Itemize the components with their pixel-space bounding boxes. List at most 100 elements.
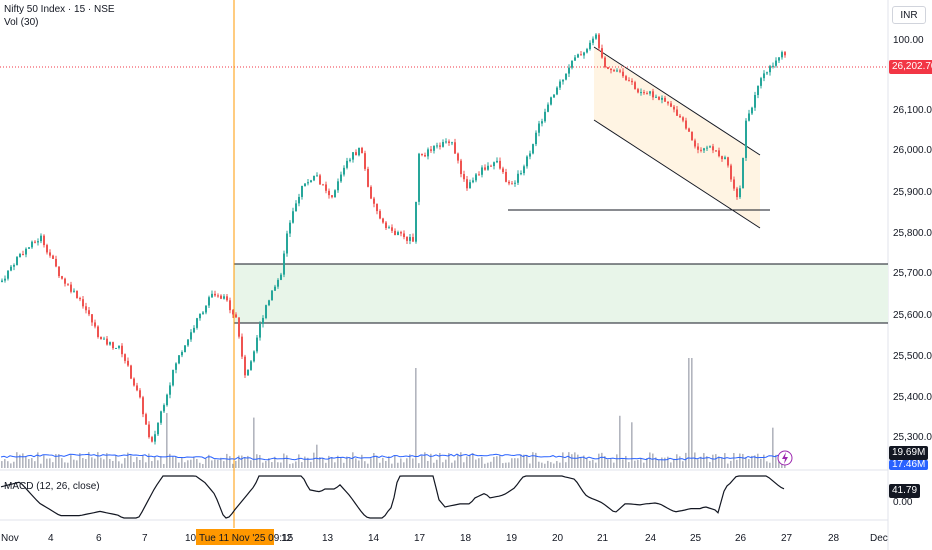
lightning-icon[interactable]	[777, 450, 793, 466]
candle	[487, 165, 489, 170]
volume-bar	[31, 458, 33, 468]
candle	[400, 232, 402, 234]
candle	[706, 147, 708, 149]
volume-bar	[283, 453, 285, 468]
candle	[337, 181, 339, 191]
candle	[106, 338, 108, 345]
candle	[124, 354, 126, 361]
volume-bar	[688, 358, 690, 468]
candle	[280, 274, 282, 280]
volume-bar	[160, 456, 162, 468]
volume-bar	[277, 462, 279, 468]
candle	[745, 120, 747, 158]
candle	[265, 305, 267, 318]
volume-bar	[547, 460, 549, 468]
volume-bar	[697, 459, 699, 468]
candle	[631, 80, 633, 83]
volume-bar	[445, 459, 447, 468]
candle	[241, 336, 243, 357]
volume-bar	[739, 453, 741, 468]
volume-bar	[136, 456, 138, 468]
volume-bar	[1, 461, 3, 468]
volume-bar	[607, 459, 609, 468]
macd-indicator-title[interactable]: MACD (12, 26, close)	[4, 481, 100, 492]
volume-bar	[151, 461, 153, 468]
volume-bar	[586, 458, 588, 468]
volume-bar	[397, 462, 399, 468]
candle	[199, 313, 201, 319]
volume-bar	[202, 463, 204, 468]
currency-button[interactable]: INR	[892, 6, 926, 24]
volume-bar	[304, 456, 306, 468]
volume-bar	[727, 463, 729, 468]
candle	[76, 290, 78, 299]
volume-bar	[529, 463, 531, 468]
volume-bar	[313, 452, 315, 468]
volume-bar	[532, 452, 534, 468]
candle	[463, 174, 465, 180]
candle	[754, 95, 756, 108]
time-axis[interactable]: Nov 4 6 7 10 12 13 14 17 18 19 20 21 24 …	[1, 533, 888, 544]
candle	[526, 156, 528, 167]
volume-bar	[673, 458, 675, 468]
symbol-title[interactable]: Nifty 50 Index · 15 · NSE	[4, 4, 115, 15]
candle	[334, 190, 336, 198]
candle	[688, 128, 690, 132]
volume-bar	[610, 459, 612, 468]
volume-bar	[415, 368, 417, 468]
candle	[286, 233, 288, 254]
candle	[235, 314, 237, 318]
volume-bar	[10, 463, 12, 468]
candle	[550, 97, 552, 105]
volume-bar	[625, 455, 627, 468]
volume-bar	[370, 458, 372, 468]
volume-indicator-title[interactable]: Vol (30)	[4, 17, 39, 28]
candle	[4, 278, 6, 281]
candle	[619, 70, 621, 72]
candle	[724, 157, 726, 160]
volume-bar	[91, 457, 93, 468]
candle	[694, 140, 696, 147]
candle	[727, 157, 729, 166]
candle	[343, 167, 345, 175]
candle	[151, 437, 153, 442]
volume-bar	[601, 452, 603, 468]
volume-bar	[751, 455, 753, 468]
candle	[67, 283, 69, 285]
candle	[16, 257, 18, 265]
volume-bar	[193, 456, 195, 468]
time-tick: 28	[828, 533, 840, 544]
time-tick: 25	[690, 533, 702, 544]
volume-bar	[70, 455, 72, 468]
volume-bar	[643, 462, 645, 468]
volume-bar	[403, 462, 405, 468]
volume-bar	[514, 458, 516, 468]
time-tick: 14	[368, 533, 380, 544]
candle	[415, 201, 417, 242]
candle	[355, 152, 357, 156]
candle	[346, 160, 348, 168]
candle	[316, 175, 318, 177]
volume-bar	[100, 457, 102, 468]
volume-bar	[763, 454, 765, 468]
time-tick: Dec	[870, 533, 888, 544]
volume-bar	[199, 462, 201, 468]
candle	[43, 235, 45, 246]
resistance-zone[interactable]	[234, 264, 888, 323]
volume-bar	[754, 455, 756, 468]
volume-bar	[46, 458, 48, 468]
volume-bar	[241, 455, 243, 468]
volume-bar	[685, 452, 687, 468]
time-tick: 10	[185, 533, 197, 544]
volume-bar	[145, 462, 147, 468]
volume-bar	[592, 459, 594, 468]
volume-bar	[622, 459, 624, 468]
volume-bar	[268, 458, 270, 468]
volume-bar	[22, 453, 24, 468]
volume-bar	[223, 461, 225, 468]
volume-bar	[337, 455, 339, 468]
volume-bar	[286, 455, 288, 468]
price-axis[interactable]: 100.00 26,100.00 26,000.00 25,900.00 25,…	[893, 35, 932, 508]
descending-channel[interactable]	[594, 47, 760, 228]
